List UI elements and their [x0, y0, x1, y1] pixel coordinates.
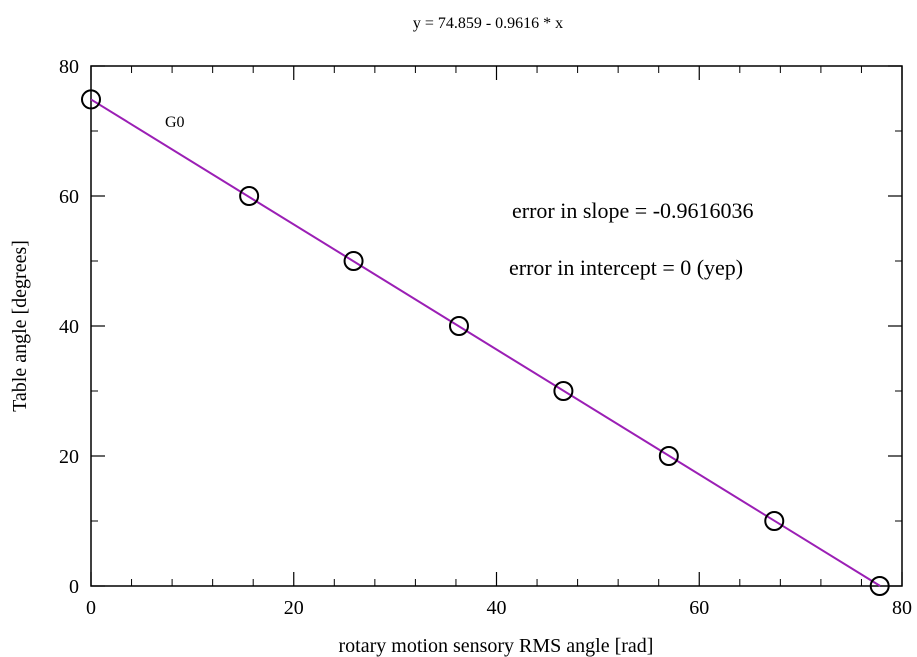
x-axis-label: rotary motion sensory RMS angle [rad]	[339, 635, 654, 657]
axis-tick-labels: 0 20 40 60 80 0 20 40 60 80	[59, 56, 912, 619]
data-point	[448, 316, 469, 336]
data-point	[343, 251, 364, 271]
x-tick-label: 60	[689, 597, 709, 619]
plot-frame	[90, 65, 903, 587]
x-tick-label: 20	[284, 597, 304, 619]
axis-ticks	[90, 65, 903, 587]
y-tick-label: 80	[59, 56, 79, 78]
annotation-intercept-error: error in intercept = 0 (yep)	[509, 255, 743, 280]
y-tick-label: 0	[69, 576, 79, 598]
x-tick-label: 40	[487, 597, 507, 619]
fit-line-group	[90, 98, 881, 587]
chart-title: y = 74.859 - 0.9616 * x	[413, 15, 563, 32]
y-tick-label: 40	[59, 316, 79, 338]
data-point	[81, 89, 101, 110]
data-point	[764, 511, 785, 531]
annotation-slope-error: error in slope = -0.9616036	[512, 198, 754, 223]
data-points	[81, 89, 890, 596]
y-tick-label: 20	[59, 446, 79, 468]
data-point	[869, 576, 890, 596]
series-label-g0: G0	[165, 114, 185, 131]
data-point	[239, 186, 260, 206]
fit-line	[90, 98, 881, 587]
data-point	[658, 446, 679, 466]
x-tick-label: 0	[86, 597, 96, 619]
y-axis-label: Table angle [degrees]	[9, 240, 31, 412]
y-tick-label: 60	[59, 186, 79, 208]
data-point	[553, 381, 574, 401]
x-tick-label: 80	[892, 597, 912, 619]
